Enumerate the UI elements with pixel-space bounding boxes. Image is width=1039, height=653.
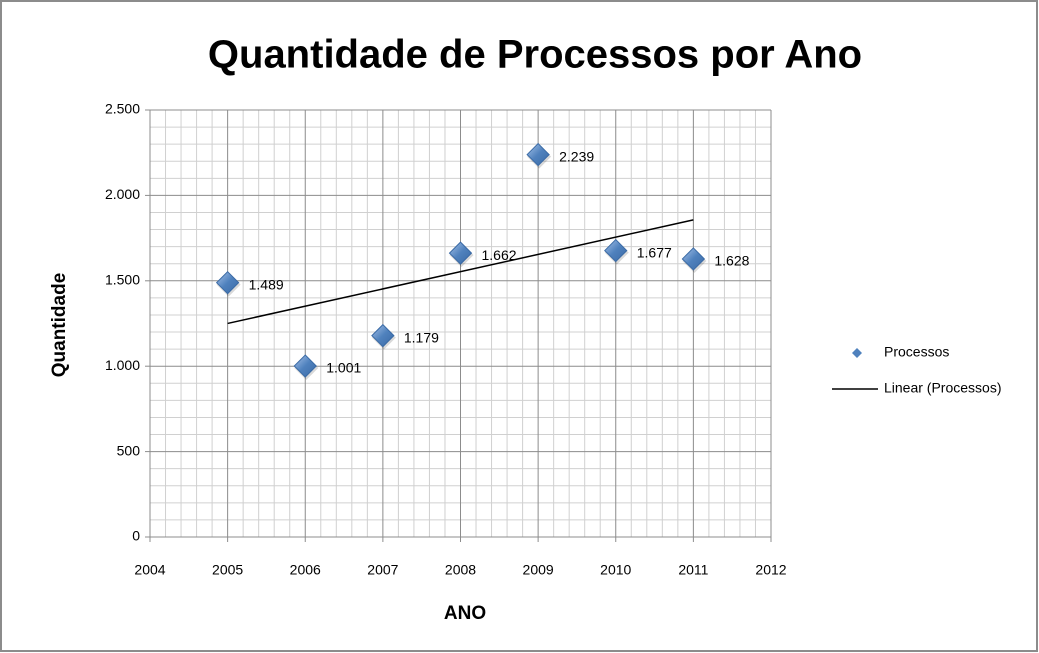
y-tick-label: 0: [132, 528, 140, 544]
x-tick-label: 2005: [212, 562, 243, 578]
x-tick-label: 2010: [600, 562, 631, 578]
x-tick-label: 2009: [523, 562, 554, 578]
x-tick-label: 2012: [755, 562, 786, 578]
data-label: 1.179: [404, 329, 439, 345]
y-axis-title: Quantidade: [49, 273, 70, 378]
x-tick-label: 2008: [445, 562, 476, 578]
data-label: 1.489: [249, 276, 284, 292]
y-tick-label: 2.500: [105, 101, 140, 117]
data-point: [681, 247, 706, 271]
data-point: [371, 323, 395, 348]
data-label: 1.677: [637, 244, 672, 260]
x-tick-label: 2007: [367, 562, 398, 578]
y-tick-label: 2.000: [105, 186, 140, 202]
data-point: [215, 270, 240, 295]
data-point: [448, 241, 473, 265]
trendline: [227, 219, 694, 325]
data-point: [293, 354, 317, 378]
data-point: [604, 238, 628, 263]
y-tick-label: 500: [117, 442, 141, 458]
x-tick-label: 2004: [134, 562, 165, 578]
legend-label: Processos: [884, 344, 949, 360]
x-axis-title: ANO: [444, 603, 486, 624]
y-tick-label: 1.500: [105, 272, 140, 288]
legend-marker: [852, 348, 862, 358]
data-point: [526, 142, 550, 167]
data-label: 1.662: [482, 247, 517, 263]
data-label: 1.001: [326, 360, 361, 376]
data-label: 1.628: [714, 253, 749, 269]
data-label: 2.239: [559, 148, 594, 164]
chart-title: Quantidade de Processos por Ano: [208, 33, 862, 77]
y-tick-label: 1.000: [105, 357, 140, 373]
x-tick-label: 2011: [678, 562, 708, 578]
x-tick-label: 2006: [290, 562, 321, 578]
legend-label: Linear (Processos): [884, 380, 1002, 396]
